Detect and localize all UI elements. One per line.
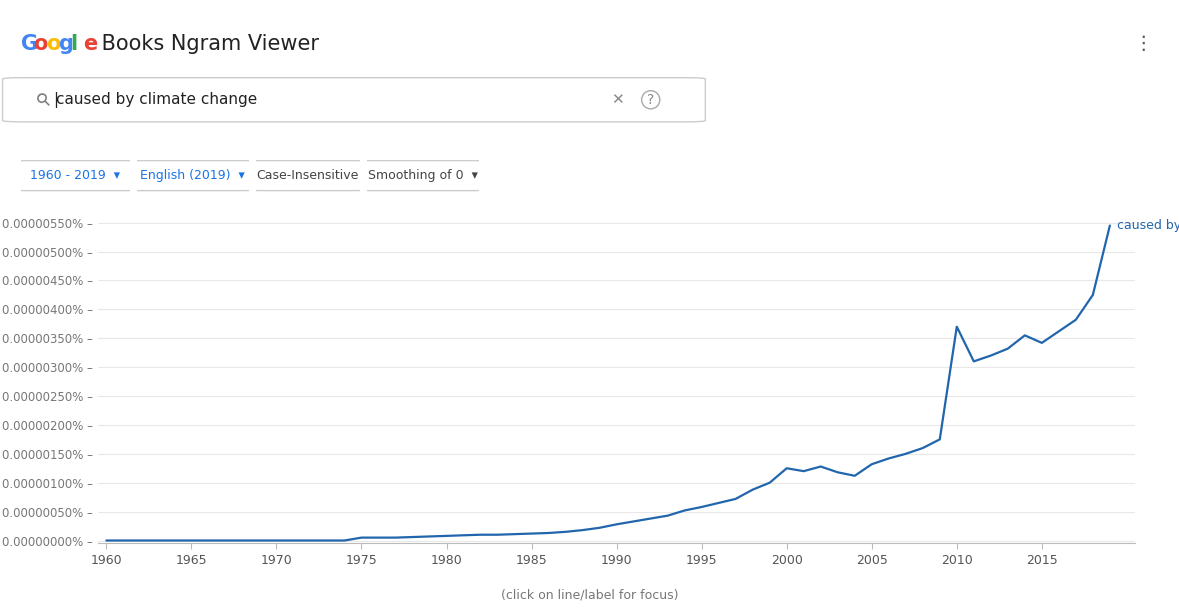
Text: o: o — [33, 34, 48, 54]
Text: caused by climate change: caused by climate change — [1117, 219, 1179, 232]
Text: Books Ngram Viewer: Books Ngram Viewer — [95, 34, 320, 54]
Text: e: e — [83, 34, 98, 54]
Text: caused by climate change: caused by climate change — [55, 92, 257, 107]
Text: 1960 - 2019  ▾: 1960 - 2019 ▾ — [31, 169, 120, 182]
FancyBboxPatch shape — [133, 161, 252, 190]
FancyBboxPatch shape — [252, 161, 363, 190]
Text: g: g — [59, 34, 73, 54]
Text: (click on line/label for focus): (click on line/label for focus) — [501, 589, 678, 602]
Text: ⚲: ⚲ — [33, 89, 55, 111]
Text: Case-Insensitive: Case-Insensitive — [257, 169, 358, 182]
FancyBboxPatch shape — [363, 161, 482, 190]
FancyBboxPatch shape — [18, 161, 133, 190]
FancyBboxPatch shape — [2, 78, 705, 122]
Text: o: o — [46, 34, 60, 54]
Text: ✕: ✕ — [611, 92, 624, 107]
Text: ?: ? — [647, 93, 654, 107]
Text: |: | — [53, 91, 58, 108]
Text: l: l — [71, 34, 78, 54]
Text: English (2019)  ▾: English (2019) ▾ — [140, 169, 245, 182]
Text: ⋮: ⋮ — [1133, 34, 1153, 53]
Text: Smoothing of 0  ▾: Smoothing of 0 ▾ — [368, 169, 477, 182]
Text: G: G — [21, 34, 39, 54]
